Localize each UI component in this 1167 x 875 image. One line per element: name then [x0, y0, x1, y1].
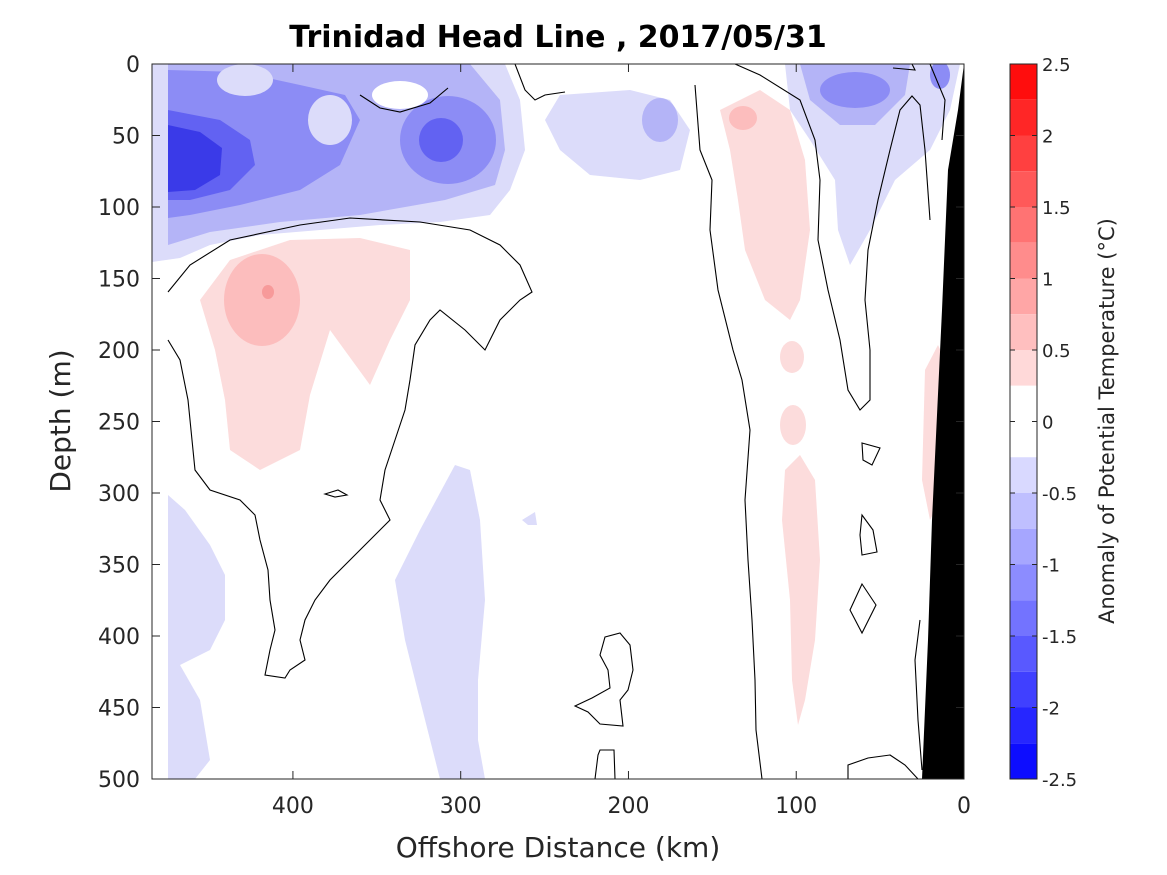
colorbar-bin	[1010, 385, 1037, 422]
x-tick-label: 100	[775, 794, 817, 819]
colorbar-tick-label: 2	[1042, 127, 1053, 148]
contour-line	[323, 489, 349, 498]
colorbar-bin	[1010, 99, 1037, 136]
y-tick-label: 450	[98, 697, 140, 722]
surface-pocket-1	[217, 64, 273, 96]
colorbar-tick-label: 1	[1042, 270, 1053, 291]
y-tick-label: 300	[98, 482, 140, 507]
warm-lens-level-3	[262, 285, 274, 299]
colorbar-bin	[1010, 314, 1037, 350]
nearshore-cold-core	[820, 72, 890, 108]
y-axis-label: Depth (m)	[44, 349, 77, 492]
deep-cold-fleck	[522, 512, 537, 525]
contour-line	[734, 64, 931, 411]
cold-core-level-5	[168, 125, 222, 192]
colorbar-tick-label: -1	[1042, 556, 1060, 577]
y-tick-label: 200	[98, 339, 140, 364]
chart-title: Trinidad Head Line , 2017/05/31	[289, 20, 826, 55]
y-tick-label: 250	[98, 411, 140, 436]
contour-line	[594, 749, 616, 779]
warm-blob-b	[780, 405, 806, 445]
contour-line	[359, 87, 449, 113]
colorbar-bin	[1010, 636, 1037, 672]
colorbar-tick-label: 1.5	[1042, 198, 1071, 219]
colorbar-label: Anomaly of Potential Temperature (°C)	[1095, 218, 1119, 624]
y-axis: 0 50 100 150 200 250 300 350 400 450 500	[98, 53, 964, 793]
x-tick-label: 400	[272, 794, 314, 819]
colorbar-bin	[1010, 207, 1037, 243]
warm-filament-upper	[720, 90, 810, 320]
colorbar-bin	[1010, 64, 1037, 100]
colorbar-bin	[1010, 278, 1037, 315]
colorbar-tick-label: 0.5	[1042, 341, 1071, 362]
nearshore-cold-spot	[930, 64, 950, 89]
warm-filament-lower	[782, 455, 820, 725]
warm-filament-core	[729, 106, 757, 130]
contour-line	[849, 582, 877, 635]
cold-eddy-inner	[419, 118, 463, 162]
y-tick-label: 350	[98, 554, 140, 579]
colorbar-bin	[1010, 457, 1037, 493]
colorbar-bin	[1010, 671, 1037, 708]
contour-line	[892, 64, 916, 71]
colorbar-bin	[1010, 135, 1037, 172]
contour-line	[859, 513, 878, 556]
colorbar-bin	[1010, 600, 1037, 636]
colorbar-tick-label: -0.5	[1042, 484, 1077, 505]
colorbar-bin	[1010, 171, 1037, 207]
contour-line	[847, 754, 919, 779]
surface-pocket-3	[308, 95, 352, 145]
warm-blob-a	[780, 341, 804, 373]
contour-line	[167, 217, 533, 679]
y-tick-label: 0	[126, 53, 140, 78]
colorbar-bin	[1010, 242, 1037, 279]
colorbar-bin	[1010, 493, 1037, 529]
x-tick-label: 0	[957, 794, 971, 819]
colorbar-bin	[1010, 564, 1037, 601]
y-tick-label: 50	[112, 125, 140, 150]
y-tick-label: 500	[98, 768, 140, 793]
y-tick-label: 150	[98, 268, 140, 293]
zero-contours	[167, 64, 946, 779]
deep-cold-mid	[395, 465, 485, 779]
x-tick-label: 200	[607, 794, 649, 819]
colorbar-tick-label: -2	[1042, 699, 1060, 720]
anomaly-field	[152, 64, 964, 779]
colorbar-bin	[1010, 350, 1037, 386]
x-axis: 400 300 200 100 0	[272, 64, 971, 819]
colorbar-bin	[1010, 743, 1037, 779]
contour-line	[929, 64, 946, 141]
contour-line	[573, 632, 634, 727]
y-tick-label: 100	[98, 196, 140, 221]
surface-pocket-2	[372, 81, 428, 109]
mid-cold-core	[642, 98, 678, 142]
y-tick-label: 400	[98, 625, 140, 650]
contour-line	[914, 619, 923, 771]
x-axis-label: Offshore Distance (km)	[396, 831, 721, 864]
colorbar-tick-label: 2.5	[1042, 55, 1071, 76]
deep-cold-west	[168, 495, 225, 779]
colorbar-tick-label: -2.5	[1042, 770, 1077, 791]
x-tick-label: 300	[440, 794, 482, 819]
colorbar-tick-label: 0	[1042, 413, 1053, 434]
colorbar-bin	[1010, 421, 1037, 458]
colorbar-bin	[1010, 707, 1037, 744]
plot-area: 400 300 200 100 0 0 50 100 150 200 250 300 350 400 45…	[98, 53, 971, 819]
contour-line	[861, 442, 881, 466]
warm-lens-level-2	[224, 254, 300, 346]
contour-line	[694, 84, 763, 779]
colorbar-tick-label: -1.5	[1042, 627, 1077, 648]
colorbar: 2.5 2 1.5 1 0.5 0 -0.5 -1 -1.5 -2 -2.5	[1009, 55, 1077, 791]
bathymetry-mask	[922, 64, 964, 779]
contour-line	[514, 64, 566, 101]
colorbar-bin	[1010, 528, 1037, 565]
